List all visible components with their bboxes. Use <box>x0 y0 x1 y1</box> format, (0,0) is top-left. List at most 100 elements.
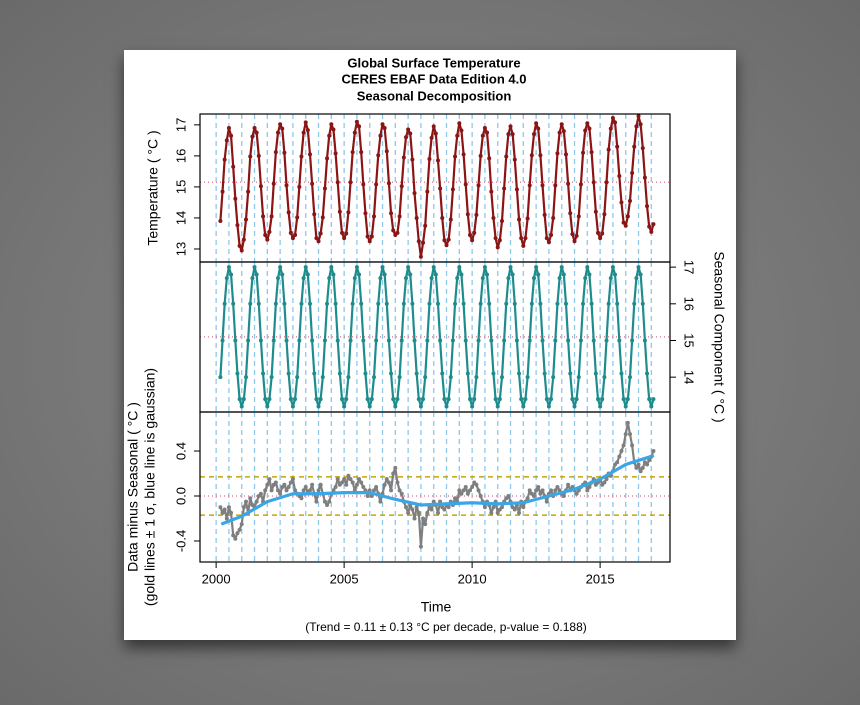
data-point <box>241 505 246 510</box>
data-point <box>342 404 347 409</box>
data-point <box>222 301 227 306</box>
data-point <box>310 181 315 186</box>
data-point <box>248 496 253 501</box>
data-point <box>288 397 293 402</box>
data-point <box>523 397 528 402</box>
data-point <box>231 301 236 306</box>
data-point <box>519 397 524 402</box>
data-point <box>288 230 293 235</box>
data-point <box>544 499 549 504</box>
data-point <box>380 122 385 127</box>
data-point <box>389 211 394 216</box>
y-tick-label: 0.4 <box>173 442 188 460</box>
data-point <box>636 114 641 119</box>
data-point <box>374 182 379 187</box>
data-point <box>244 499 249 504</box>
data-point <box>435 301 440 306</box>
data-point <box>327 499 332 504</box>
data-point <box>433 131 438 136</box>
data-point <box>563 152 568 157</box>
data-point <box>327 276 332 281</box>
data-point <box>263 488 268 493</box>
data-point <box>286 210 291 215</box>
data-point <box>284 183 289 188</box>
data-point <box>474 375 479 380</box>
data-point <box>621 397 626 402</box>
data-point <box>226 265 231 270</box>
data-point <box>512 157 517 162</box>
data-point <box>282 482 287 487</box>
y-tick-label: 14 <box>682 370 697 384</box>
data-point <box>371 214 376 219</box>
y-tick-label: 17 <box>173 118 188 132</box>
data-point <box>587 272 592 277</box>
data-point <box>378 499 383 504</box>
data-point <box>527 338 532 343</box>
data-point <box>482 125 487 130</box>
data-point <box>553 488 558 493</box>
data-point <box>478 493 483 498</box>
data-point <box>337 209 342 214</box>
data-point <box>482 505 487 510</box>
data-point <box>600 397 605 402</box>
data-point <box>587 485 592 489</box>
data-point <box>425 510 430 515</box>
data-point <box>269 214 274 219</box>
data-point <box>598 404 603 409</box>
data-point <box>510 272 515 277</box>
data-point <box>619 200 624 205</box>
data-point <box>619 371 624 376</box>
data-point <box>261 371 266 376</box>
data-point <box>354 482 359 487</box>
data-point <box>606 147 611 152</box>
data-point <box>346 375 351 380</box>
data-point <box>604 338 609 343</box>
data-point <box>570 232 575 237</box>
data-point <box>489 189 494 194</box>
data-point <box>412 516 417 521</box>
data-point <box>231 533 236 538</box>
series-line <box>220 453 655 526</box>
data-point <box>574 397 579 402</box>
data-point <box>418 544 423 549</box>
data-point <box>371 488 376 493</box>
data-point <box>598 236 603 241</box>
data-point <box>576 214 581 219</box>
data-point <box>416 510 421 515</box>
data-point <box>267 397 272 402</box>
data-point <box>350 480 355 485</box>
data-point <box>290 477 295 482</box>
data-point <box>568 211 573 216</box>
data-point <box>314 499 319 504</box>
data-point <box>647 224 652 229</box>
data-point <box>450 338 455 343</box>
data-point <box>384 477 389 482</box>
data-point <box>348 180 353 185</box>
data-point <box>382 272 387 277</box>
data-point <box>491 371 496 376</box>
data-point <box>617 174 622 179</box>
data-point <box>265 404 270 409</box>
data-point <box>318 231 323 236</box>
data-point <box>376 153 381 158</box>
data-point <box>531 276 536 281</box>
data-point <box>421 397 426 402</box>
data-point <box>278 491 283 496</box>
data-point <box>293 397 298 402</box>
data-point <box>640 301 645 306</box>
data-point <box>495 510 500 515</box>
data-point <box>627 432 632 437</box>
data-point <box>256 301 261 306</box>
data-point <box>303 120 308 125</box>
data-point <box>376 301 381 306</box>
data-point <box>570 397 575 402</box>
data-point <box>634 276 639 281</box>
data-point <box>357 124 362 129</box>
data-point <box>418 404 423 409</box>
data-point <box>307 152 312 157</box>
data-point <box>429 276 434 281</box>
data-point <box>290 236 295 241</box>
y-tick-label: 14 <box>173 211 188 225</box>
data-point <box>284 488 289 493</box>
data-point <box>651 397 656 402</box>
